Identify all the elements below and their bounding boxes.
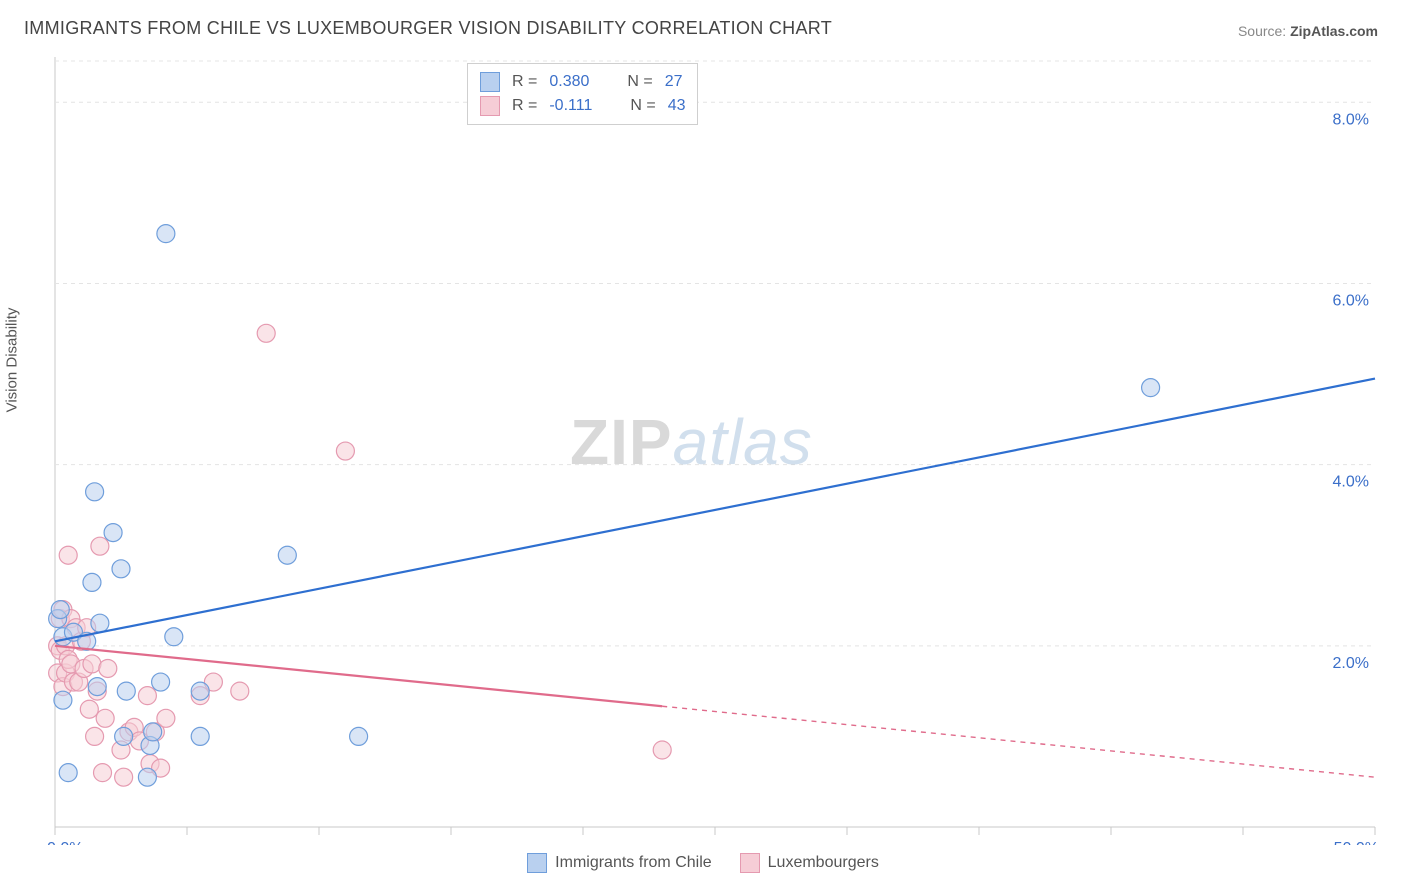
svg-text:50.0%: 50.0% <box>1334 840 1379 845</box>
legend-r-label: R = <box>512 70 537 94</box>
series-legend: Immigrants from Chile Luxembourgers <box>0 853 1406 873</box>
svg-text:2.0%: 2.0% <box>1333 655 1369 672</box>
source-name: ZipAtlas.com <box>1290 23 1378 39</box>
correlation-legend: R = 0.380 N = 27 R = -0.111 N = 43 <box>467 63 698 125</box>
legend-row: R = -0.111 N = 43 <box>480 94 685 118</box>
svg-text:8.0%: 8.0% <box>1333 111 1369 128</box>
series-legend-item: Luxembourgers <box>740 853 879 873</box>
series-legend-label: Immigrants from Chile <box>555 854 711 871</box>
legend-swatch <box>740 853 760 873</box>
legend-swatch <box>480 72 500 92</box>
svg-text:4.0%: 4.0% <box>1333 474 1369 491</box>
y-axis-label: Vision Disability <box>4 260 21 460</box>
legend-r-value[interactable]: -0.111 <box>549 94 592 118</box>
series-legend-label: Luxembourgers <box>768 854 879 871</box>
legend-n-value[interactable]: 43 <box>668 94 686 118</box>
svg-text:0.0%: 0.0% <box>47 840 83 845</box>
legend-n-label: N = <box>630 94 655 118</box>
source-attribution: Source: ZipAtlas.com <box>1238 23 1378 39</box>
chart-area: Vision Disability 2.0% 4.0% 6.0% 8.0% 0.0% 50… <box>0 45 1406 875</box>
source-prefix: Source: <box>1238 23 1290 39</box>
legend-r-value[interactable]: 0.380 <box>549 70 589 94</box>
legend-r-label: R = <box>512 94 537 118</box>
legend-swatch <box>527 853 547 873</box>
legend-swatch <box>480 96 500 116</box>
chart-header: IMMIGRANTS FROM CHILE VS LUXEMBOURGER VI… <box>0 0 1406 45</box>
legend-n-value[interactable]: 27 <box>665 70 683 94</box>
series-legend-item: Immigrants from Chile <box>527 853 711 873</box>
svg-text:6.0%: 6.0% <box>1333 292 1369 309</box>
chart-title: IMMIGRANTS FROM CHILE VS LUXEMBOURGER VI… <box>24 18 832 39</box>
legend-row: R = 0.380 N = 27 <box>480 70 685 94</box>
chart-container: IMMIGRANTS FROM CHILE VS LUXEMBOURGER VI… <box>0 0 1406 892</box>
scatter-plot-svg: 2.0% 4.0% 6.0% 8.0% 0.0% 50.0% <box>0 45 1406 845</box>
legend-n-label: N = <box>627 70 652 94</box>
